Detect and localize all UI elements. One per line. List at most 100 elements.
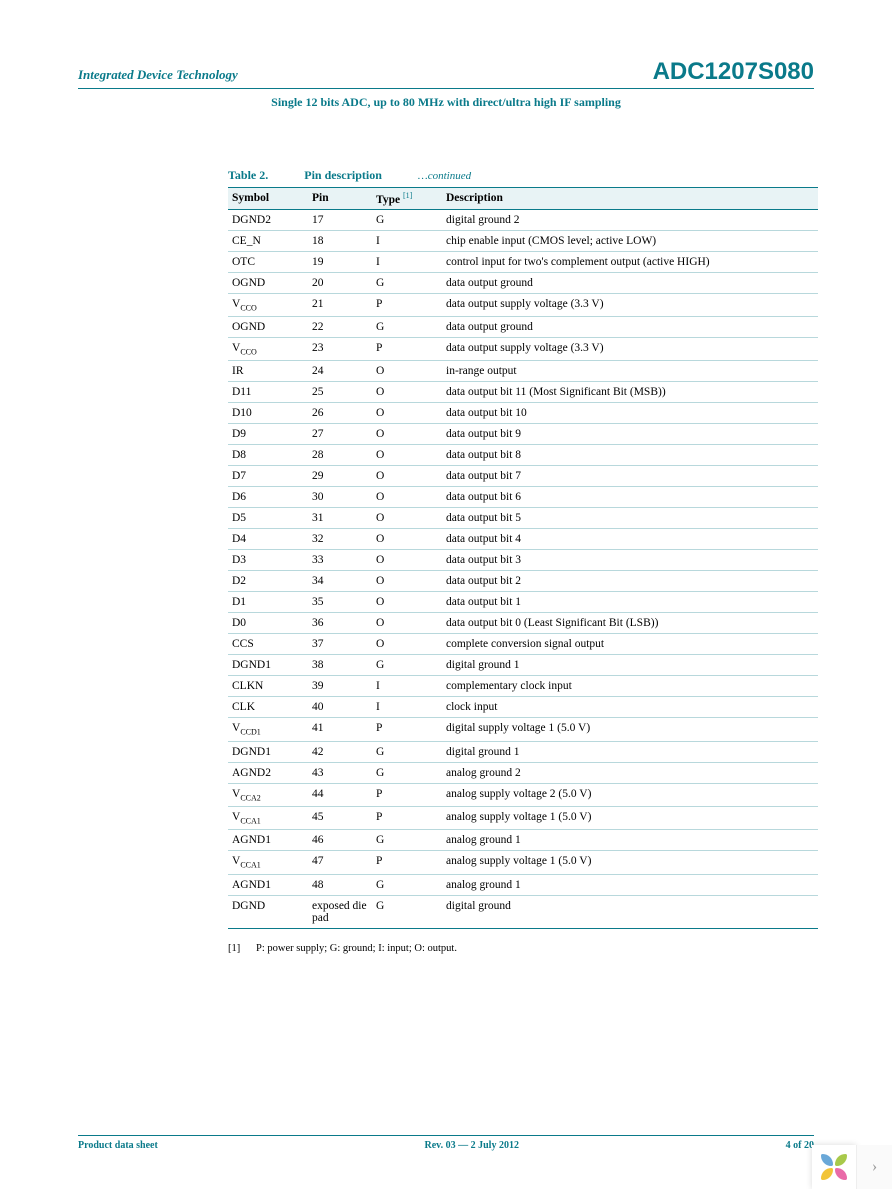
cell-type: I — [372, 230, 442, 251]
page-footer: Product data sheet Rev. 03 — 2 July 2012… — [78, 1135, 814, 1151]
footer-right: 4 of 20 — [786, 1140, 814, 1151]
cell-description: analog ground 2 — [442, 762, 818, 783]
cell-type: G — [372, 741, 442, 762]
cell-symbol: D9 — [228, 424, 308, 445]
cell-pin: 41 — [308, 718, 372, 741]
cell-pin: 32 — [308, 529, 372, 550]
cell-description: analog supply voltage 1 (5.0 V) — [442, 851, 818, 874]
cell-description: data output bit 2 — [442, 571, 818, 592]
cell-pin: exposed die pad — [308, 895, 372, 928]
cell-type: I — [372, 697, 442, 718]
cell-type: O — [372, 508, 442, 529]
cell-pin: 44 — [308, 783, 372, 806]
footnote-index: [1] — [228, 943, 244, 954]
cell-description: digital ground 1 — [442, 655, 818, 676]
cell-pin: 17 — [308, 209, 372, 230]
cell-pin: 24 — [308, 361, 372, 382]
cell-description: chip enable input (CMOS level; active LO… — [442, 230, 818, 251]
cell-pin: 26 — [308, 403, 372, 424]
table-row: AGND146Ganalog ground 1 — [228, 830, 818, 851]
cell-symbol: VCCA1 — [228, 851, 308, 874]
cell-type: P — [372, 851, 442, 874]
table-row: OGND20Gdata output ground — [228, 272, 818, 293]
table-row: AGND148Ganalog ground 1 — [228, 874, 818, 895]
cell-symbol: D8 — [228, 445, 308, 466]
cell-symbol: D6 — [228, 487, 308, 508]
cell-description: analog ground 1 — [442, 830, 818, 851]
cell-symbol: DGND — [228, 895, 308, 928]
cell-pin: 20 — [308, 272, 372, 293]
cell-description: digital supply voltage 1 (5.0 V) — [442, 718, 818, 741]
footer-left: Product data sheet — [78, 1140, 158, 1151]
table-row: VCCA147Panalog supply voltage 1 (5.0 V) — [228, 851, 818, 874]
next-arrow-button[interactable]: › — [856, 1145, 892, 1189]
logo-icon[interactable] — [812, 1145, 856, 1189]
cell-type: O — [372, 382, 442, 403]
cell-type: O — [372, 466, 442, 487]
cell-pin: 22 — [308, 317, 372, 338]
cell-description: clock input — [442, 697, 818, 718]
cell-description: data output ground — [442, 317, 818, 338]
cell-symbol: CE_N — [228, 230, 308, 251]
cell-type: P — [372, 338, 442, 361]
table-row: DGND142Gdigital ground 1 — [228, 741, 818, 762]
cell-pin: 43 — [308, 762, 372, 783]
cell-pin: 42 — [308, 741, 372, 762]
table-row: D630Odata output bit 6 — [228, 487, 818, 508]
cell-type: O — [372, 613, 442, 634]
cell-pin: 18 — [308, 230, 372, 251]
table-row: CE_N18Ichip enable input (CMOS level; ac… — [228, 230, 818, 251]
cell-type: G — [372, 209, 442, 230]
pin-table: Symbol Pin Type [1] Description DGND217G… — [228, 187, 818, 929]
page-header: Integrated Device Technology ADC1207S080 — [78, 58, 814, 89]
table-row: OGND22Gdata output ground — [228, 317, 818, 338]
cell-type: I — [372, 251, 442, 272]
cell-type: O — [372, 445, 442, 466]
cell-symbol: OGND — [228, 317, 308, 338]
cell-symbol: AGND1 — [228, 874, 308, 895]
cell-description: data output supply voltage (3.3 V) — [442, 293, 818, 316]
table-row: D729Odata output bit 7 — [228, 466, 818, 487]
cell-symbol: IR — [228, 361, 308, 382]
cell-description: data output bit 7 — [442, 466, 818, 487]
cell-symbol: D4 — [228, 529, 308, 550]
table-row: D333Odata output bit 3 — [228, 550, 818, 571]
cell-symbol: D7 — [228, 466, 308, 487]
cell-type: G — [372, 830, 442, 851]
cell-symbol: D2 — [228, 571, 308, 592]
cell-description: data output bit 0 (Least Significant Bit… — [442, 613, 818, 634]
cell-type: O — [372, 571, 442, 592]
cell-pin: 46 — [308, 830, 372, 851]
cell-type: P — [372, 807, 442, 830]
col-description: Description — [442, 188, 818, 210]
table-row: D234Odata output bit 2 — [228, 571, 818, 592]
cell-pin: 28 — [308, 445, 372, 466]
table-row: DGND138Gdigital ground 1 — [228, 655, 818, 676]
table-row: CCS37Ocomplete conversion signal output — [228, 634, 818, 655]
company-name: Integrated Device Technology — [78, 67, 238, 83]
cell-description: data output bit 10 — [442, 403, 818, 424]
cell-symbol: D1 — [228, 592, 308, 613]
cell-description: data output bit 11 (Most Significant Bit… — [442, 382, 818, 403]
cell-type: G — [372, 895, 442, 928]
cell-symbol: VCCO — [228, 293, 308, 316]
cell-type: G — [372, 655, 442, 676]
cell-description: digital ground — [442, 895, 818, 928]
cell-description: data output bit 5 — [442, 508, 818, 529]
table-row: CLKN39Icomplementary clock input — [228, 676, 818, 697]
cell-pin: 47 — [308, 851, 372, 874]
cell-pin: 27 — [308, 424, 372, 445]
footer-center: Rev. 03 — 2 July 2012 — [425, 1140, 519, 1151]
table-row: CLK40Iclock input — [228, 697, 818, 718]
cell-pin: 45 — [308, 807, 372, 830]
cell-description: analog ground 1 — [442, 874, 818, 895]
cell-symbol: D0 — [228, 613, 308, 634]
cell-symbol: D3 — [228, 550, 308, 571]
cell-symbol: DGND1 — [228, 655, 308, 676]
cell-type: O — [372, 529, 442, 550]
cell-pin: 25 — [308, 382, 372, 403]
cell-description: digital ground 1 — [442, 741, 818, 762]
cell-pin: 33 — [308, 550, 372, 571]
footnote-text: P: power supply; G: ground; I: input; O:… — [256, 943, 457, 954]
cell-pin: 30 — [308, 487, 372, 508]
